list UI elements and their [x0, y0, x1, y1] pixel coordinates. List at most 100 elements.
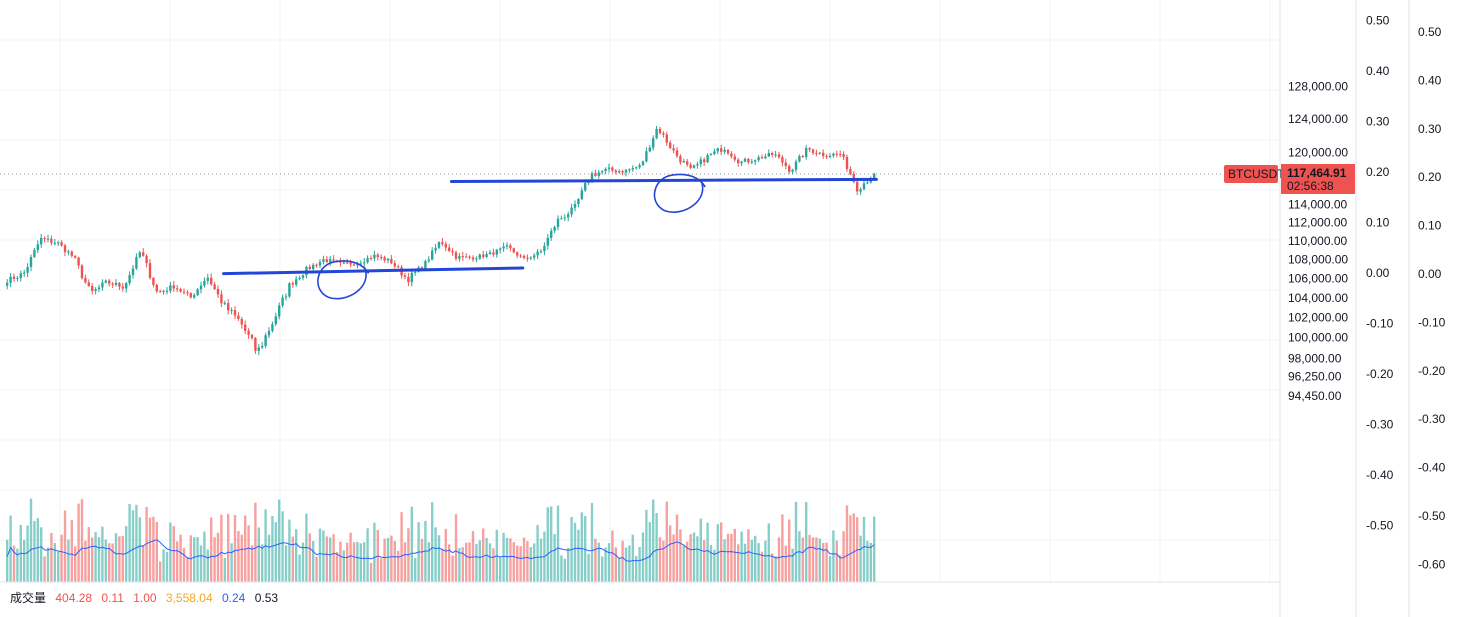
candle-body: [856, 181, 859, 192]
candle-body: [811, 149, 815, 153]
volume-bar: [737, 544, 740, 582]
candle-body: [825, 156, 828, 158]
candle-body: [723, 149, 726, 152]
volume-bar: [431, 502, 434, 582]
volume-bar: [36, 518, 39, 582]
candle-body: [329, 259, 332, 262]
candle-body: [111, 283, 114, 285]
volume-bar: [740, 531, 743, 582]
candle-body: [135, 257, 138, 269]
volume-bar: [628, 545, 631, 582]
volume-bar: [713, 549, 716, 582]
volume-bar: [366, 528, 369, 582]
indicator-1-tick-label: -0.10: [1366, 317, 1394, 331]
candle-body: [155, 284, 158, 292]
volume-bar: [791, 548, 794, 582]
candle-body: [828, 155, 832, 157]
candle-body: [403, 275, 407, 277]
volume-bar: [573, 522, 577, 582]
volume-bar: [822, 543, 825, 582]
candle-body: [366, 258, 369, 263]
volume-bar: [420, 538, 424, 582]
volume-bar: [720, 522, 723, 582]
candle-body: [546, 237, 549, 246]
indicator-2-tick-label: -0.50: [1418, 509, 1446, 523]
volume-bar: [128, 503, 131, 582]
candle-body: [611, 167, 614, 171]
volume-bar: [281, 511, 284, 582]
symbol-tag: [1224, 165, 1278, 183]
price-tick-label: 98,000.00: [1288, 351, 1342, 365]
volume-bar: [397, 550, 400, 582]
volume-bar: [652, 499, 655, 582]
candle-body: [308, 266, 311, 270]
volume-bar: [560, 555, 563, 582]
candle-body: [512, 248, 515, 253]
user-drawings[interactable]: [222, 173, 878, 300]
circle-mark-drawing[interactable]: [317, 260, 370, 300]
candle-body: [267, 330, 271, 336]
volume-bar: [662, 540, 665, 582]
candle-body: [754, 160, 757, 162]
volume-bar: [519, 546, 522, 582]
candle-body: [750, 161, 753, 163]
volume-bar: [553, 534, 556, 582]
candle-body: [186, 292, 189, 294]
candle-body: [788, 165, 791, 172]
volume-bar: [312, 541, 315, 582]
volume-bar: [577, 529, 580, 582]
candle-body: [230, 310, 233, 312]
candle-body: [142, 252, 145, 256]
price-tick-label: 114,000.00: [1288, 197, 1347, 211]
indicator-2-tick-label: 0.00: [1418, 267, 1442, 281]
price-tick-label: 102,000.00: [1288, 311, 1348, 325]
volume-legend[interactable]: 成交量 404.28 0.11 1.00 3,558.04 0.24 0.53: [10, 589, 284, 606]
volume-bar: [176, 541, 179, 582]
candle-body: [213, 284, 216, 290]
price-tick-label: 94,450.00: [1288, 389, 1342, 403]
candle-body: [835, 153, 838, 155]
volume-bar: [482, 528, 485, 582]
candle-body: [349, 262, 352, 265]
candle-body: [577, 199, 580, 204]
candle-body: [152, 277, 155, 285]
candle-body: [818, 152, 821, 154]
candle-body: [451, 251, 454, 253]
trendline-drawing[interactable]: [449, 177, 878, 184]
candle-body: [488, 252, 492, 254]
volume-bar: [771, 553, 774, 582]
candle-body: [257, 347, 260, 351]
volume-bar: [703, 540, 706, 582]
candle-body: [777, 154, 781, 158]
candle-body: [50, 238, 53, 243]
indicator-1-tick-label: -0.50: [1366, 519, 1394, 533]
price-tick-label: 120,000.00: [1288, 145, 1348, 159]
candle-body: [492, 252, 495, 255]
volume-bar: [74, 546, 77, 582]
volume-bar: [618, 557, 621, 582]
candle-body: [53, 242, 56, 244]
candle-body: [842, 154, 845, 157]
candle-body: [189, 293, 192, 298]
volume-bar: [522, 537, 526, 582]
candle-body: [427, 259, 430, 262]
candle-body: [730, 153, 733, 157]
volume-bar: [288, 519, 291, 582]
volume-bar: [533, 543, 536, 582]
candle-body: [482, 254, 485, 257]
candle-body: [529, 257, 532, 259]
volume-bar: [97, 537, 101, 582]
symbol-tag-text: BTCUSDT: [1228, 167, 1285, 181]
volume-bar: [835, 540, 838, 582]
volume-bar: [57, 551, 60, 582]
circle-mark-drawing[interactable]: [653, 173, 706, 213]
candle-body: [12, 276, 16, 279]
volume-bar: [233, 515, 237, 582]
volume-bar: [267, 534, 271, 582]
candle-body: [662, 133, 665, 135]
trendline-drawing[interactable]: [222, 266, 525, 276]
volume-bar: [247, 525, 250, 582]
volume-bar: [60, 534, 63, 582]
